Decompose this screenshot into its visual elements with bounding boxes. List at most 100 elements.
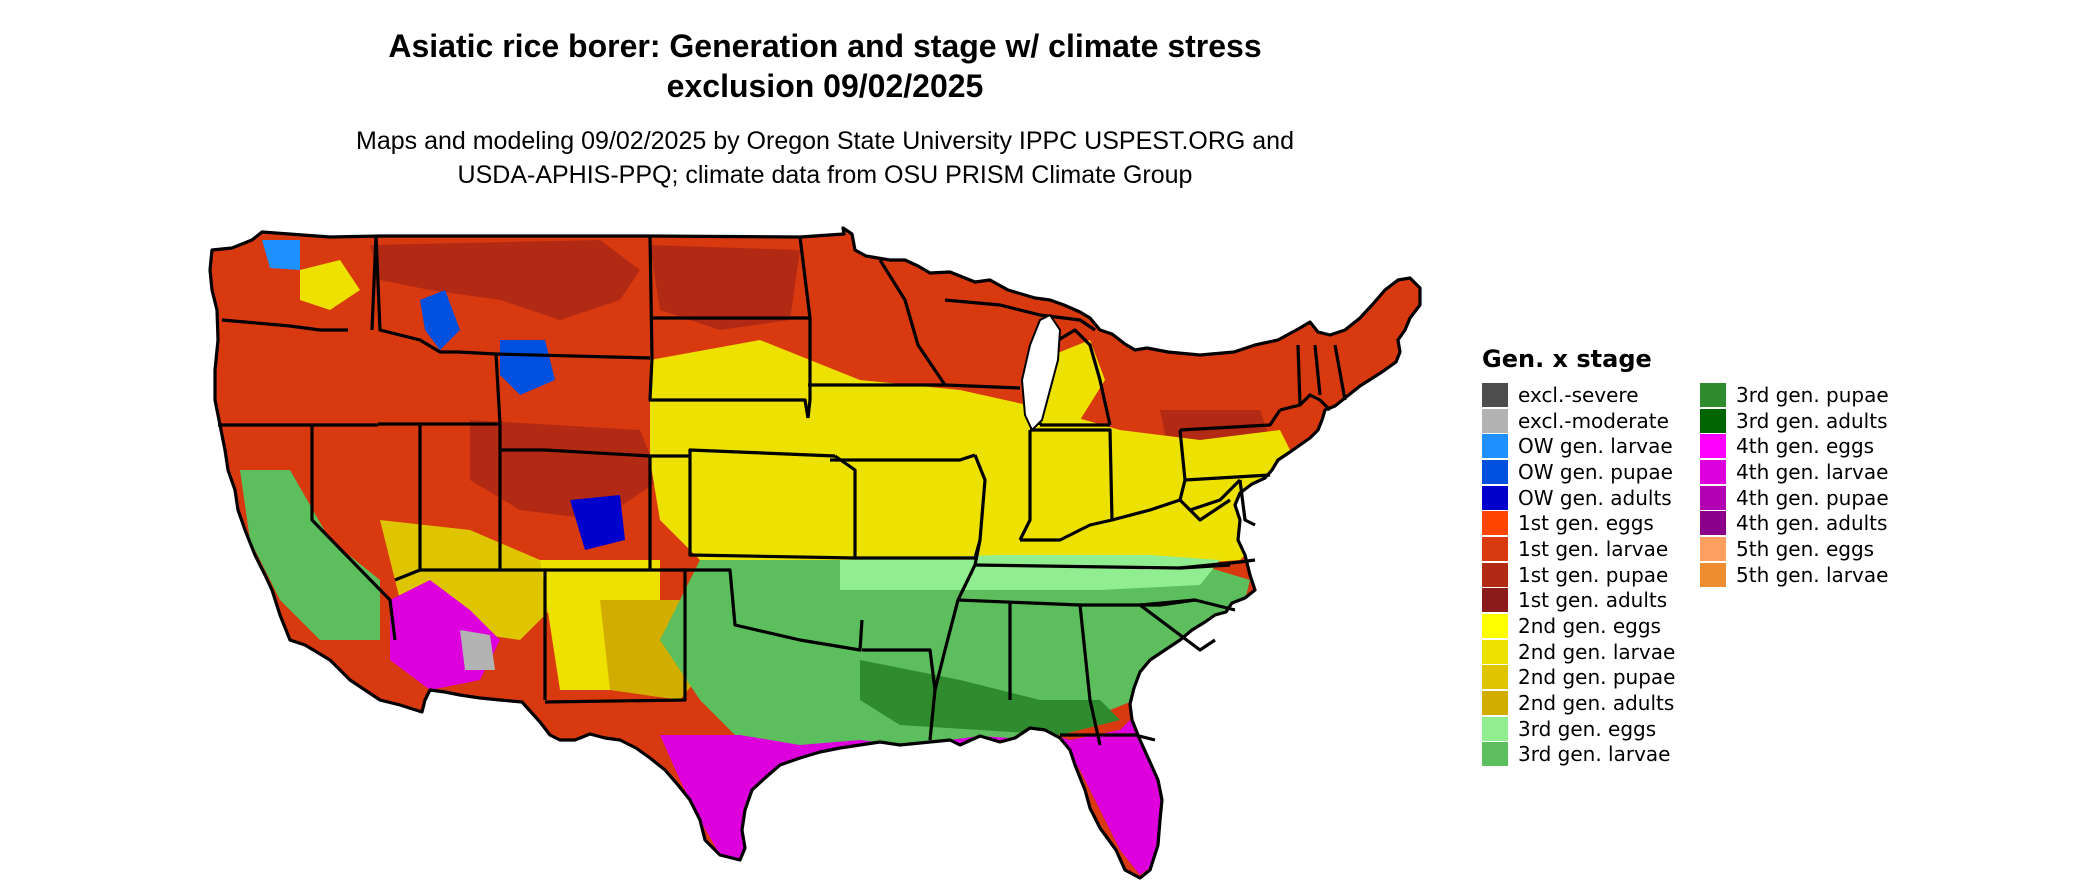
legend-item: 3rd gen. larvae <box>1482 742 1700 768</box>
legend-label: 3rd gen. pupae <box>1736 382 1889 407</box>
legend-label: 1st gen. adults <box>1518 588 1668 613</box>
legend-item: 2nd gen. pupae <box>1482 665 1700 691</box>
legend-swatch <box>1482 691 1508 716</box>
legend-swatch <box>1482 742 1508 767</box>
legend-label: 2nd gen. eggs <box>1518 614 1661 639</box>
fill-1st-gen-pupae-patch-dakota <box>650 245 800 330</box>
legend-swatch <box>1482 614 1508 639</box>
border-wi-il <box>944 383 1021 390</box>
border-nm-tx <box>544 570 687 704</box>
border-va-wv <box>1189 478 1242 512</box>
legend-item: 3rd gen. pupae <box>1700 382 1918 408</box>
legend-label: 4th gen. adults <box>1736 511 1888 536</box>
border-ny-vt-nh <box>1279 393 1332 412</box>
legend-label: 1st gen. pupae <box>1518 562 1669 587</box>
border-il-in <box>1018 430 1032 541</box>
fill-ow-gen-larvae-patch <box>262 240 300 270</box>
legend-swatch <box>1482 562 1508 587</box>
legend-swatch <box>1482 511 1508 536</box>
legend-swatch <box>1700 408 1726 433</box>
legend-label: 3rd gen. eggs <box>1518 716 1657 741</box>
legend-columns: excl.-severe excl.-moderate OW gen. larv… <box>1482 382 1918 767</box>
legend-swatch <box>1482 434 1508 459</box>
us-outline <box>208 226 1422 880</box>
legend-label: 4th gen. pupae <box>1736 485 1889 510</box>
legend-item: 2nd gen. adults <box>1482 690 1700 716</box>
border-wy-co <box>498 424 651 458</box>
fill-3rd-gen-adults-coast <box>860 660 1120 735</box>
legend-swatch <box>1482 459 1508 484</box>
legend-item: 2nd gen. larvae <box>1482 639 1700 665</box>
legend-swatch <box>1482 382 1508 407</box>
border-ne-ks <box>650 448 836 458</box>
legend-title: Gen. x stage <box>1482 345 1652 373</box>
border-pa-ny <box>1179 409 1282 432</box>
legend-swatch <box>1482 485 1508 510</box>
legend-label: OW gen. larvae <box>1518 434 1673 459</box>
legend-swatch <box>1482 588 1508 613</box>
legend-label: 2nd gen. larvae <box>1518 639 1676 664</box>
fill-1st-gen-pupae-patch-rockies <box>470 420 660 520</box>
map-title-line-1: Asiatic rice borer: Generation and stage… <box>388 28 1262 64</box>
border-mt-east <box>648 235 654 359</box>
legend-label: excl.-severe <box>1518 382 1639 407</box>
border-nc-sc <box>1139 598 1236 612</box>
legend-label: OW gen. adults <box>1518 485 1672 510</box>
border-al-ga <box>1078 604 1102 746</box>
legend-swatch <box>1700 511 1726 536</box>
legend-item: 4th gen. adults <box>1700 510 1918 536</box>
legend-item: excl.-moderate <box>1482 408 1700 434</box>
border-nh-me <box>1333 344 1347 401</box>
legend-swatch <box>1482 639 1508 664</box>
border-wa-id <box>370 235 378 331</box>
legend-item: 4th gen. larvae <box>1700 459 1918 485</box>
border-vt-nh <box>1313 344 1322 396</box>
legend-swatch <box>1700 459 1726 484</box>
border-md-de <box>1238 479 1256 527</box>
border-ca-nv <box>310 425 397 641</box>
legend-label: 1st gen. eggs <box>1518 511 1654 536</box>
legend-swatch <box>1482 716 1508 741</box>
legend-label: 2nd gen. adults <box>1518 691 1675 716</box>
border-ok-tx <box>685 568 864 652</box>
border-ar-la <box>862 648 937 741</box>
map-subtitle-line-1: Maps and modeling 09/02/2025 by Oregon S… <box>356 127 1294 155</box>
border-mo-ks <box>834 454 857 558</box>
legend-item: 4th gen. pupae <box>1700 485 1918 511</box>
border-ga-sc <box>1139 603 1216 652</box>
border-pa-south <box>1184 473 1271 482</box>
map-title-line-2: exclusion 09/02/2025 <box>666 68 984 104</box>
fill-2nd-gen-larvae-oregon <box>300 260 360 310</box>
legend-label: OW gen. pupae <box>1518 459 1673 484</box>
fill-2nd-gen-larvae-band <box>650 340 1300 580</box>
legend-swatch <box>1700 562 1726 587</box>
legend-swatch <box>1700 382 1726 407</box>
lake-michigan <box>1020 313 1062 432</box>
legend-item: 3rd gen. eggs <box>1482 716 1700 742</box>
legend-item: 1st gen. larvae <box>1482 536 1700 562</box>
border-ia-mo <box>830 453 976 462</box>
map-title: Asiatic rice borer: Generation and stage… <box>250 26 1400 106</box>
legend-item: excl.-severe <box>1482 382 1700 408</box>
border-wa-or <box>221 318 348 332</box>
legend-item: OW gen. pupae <box>1482 459 1700 485</box>
map-subtitle: Maps and modeling 09/02/2025 by Oregon S… <box>250 124 1400 192</box>
legend-item: 1st gen. eggs <box>1482 510 1700 536</box>
border-ga-fl <box>1060 733 1156 742</box>
legend-swatch <box>1482 408 1508 433</box>
border-ks-ok <box>688 456 856 560</box>
legend-swatch <box>1482 536 1508 561</box>
border-id-east <box>374 235 502 426</box>
legend-item: 1st gen. pupae <box>1482 562 1700 588</box>
fill-4th-gen-larvae-gulf <box>660 720 1165 875</box>
legend-label: 3rd gen. adults <box>1736 408 1888 433</box>
legend-swatch <box>1700 434 1726 459</box>
legend-label: 5th gen. eggs <box>1736 536 1875 561</box>
legend-label: excl.-moderate <box>1518 408 1669 433</box>
border-sd-ne <box>648 357 810 419</box>
legend-swatch <box>1700 536 1726 561</box>
fill-ow-gen-pupae-patch-3 <box>570 495 625 550</box>
border-mn-wi <box>878 259 947 386</box>
border-ohio-river <box>1020 498 1181 542</box>
legend-column-2: 3rd gen. pupae 3rd gen. adults 4th gen. … <box>1700 382 1918 767</box>
